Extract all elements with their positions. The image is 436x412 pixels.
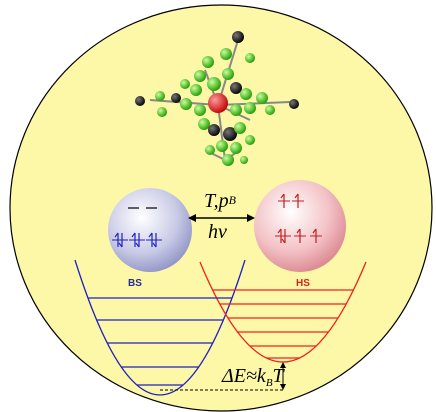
gap-text: ΔE≈k xyxy=(221,365,267,387)
atom xyxy=(256,92,268,104)
stimulus-sub: B xyxy=(229,193,237,207)
energy-gap: ΔE≈kBT xyxy=(221,365,286,389)
atom xyxy=(155,91,165,101)
atom xyxy=(232,31,244,43)
hs-sphere xyxy=(254,180,346,272)
atom xyxy=(208,93,228,113)
electron-head xyxy=(152,242,157,248)
atom xyxy=(230,104,242,116)
electron-head xyxy=(296,228,301,234)
atom xyxy=(157,107,167,117)
hs-potential xyxy=(199,261,367,363)
electron-head xyxy=(131,232,136,238)
atom xyxy=(207,77,221,91)
atom xyxy=(244,102,256,114)
molecule xyxy=(135,31,299,166)
atom xyxy=(289,99,299,109)
atom xyxy=(240,156,248,164)
atom xyxy=(194,70,206,82)
gap-sub: B xyxy=(266,377,273,389)
electron-head xyxy=(294,193,299,199)
atom xyxy=(205,145,215,155)
atom xyxy=(171,93,181,103)
stimulus-text: T,p xyxy=(204,190,229,212)
bs-potential xyxy=(74,259,246,396)
atom xyxy=(194,104,206,116)
atom xyxy=(202,56,214,68)
atom xyxy=(190,84,202,96)
atom xyxy=(230,82,242,94)
electron-head xyxy=(312,228,317,234)
electron-head xyxy=(114,232,119,238)
atom xyxy=(245,135,255,145)
atom xyxy=(230,142,242,154)
bs-sphere xyxy=(108,188,192,272)
atom xyxy=(223,127,237,141)
atom xyxy=(208,124,220,136)
electron-head xyxy=(280,193,285,199)
atom xyxy=(222,68,234,80)
electron-head xyxy=(277,228,282,234)
atom xyxy=(265,105,275,115)
stimulus-bottom: hν xyxy=(208,221,227,243)
vibrational-levels xyxy=(87,289,354,386)
hs-label: HS xyxy=(296,278,310,289)
atom xyxy=(180,98,192,110)
arrow-heads xyxy=(188,214,255,222)
atom xyxy=(135,96,145,106)
electrons xyxy=(112,193,322,248)
atom xyxy=(216,140,228,152)
atom xyxy=(198,118,210,130)
atom xyxy=(234,122,246,134)
gap-end: T xyxy=(273,365,286,387)
atom xyxy=(240,88,252,100)
atom xyxy=(220,48,232,60)
electron-head xyxy=(281,238,286,244)
atom xyxy=(245,53,255,63)
stimulus-top: T,pB xyxy=(204,190,237,212)
electron-head xyxy=(135,242,140,248)
bond xyxy=(217,101,291,106)
electron-head xyxy=(118,242,123,248)
atom xyxy=(222,154,234,166)
bs-label: BS xyxy=(128,278,142,289)
electron-head xyxy=(148,232,153,238)
gap-arrow-heads xyxy=(280,362,286,390)
background-circle xyxy=(9,4,433,412)
atom xyxy=(180,79,190,89)
